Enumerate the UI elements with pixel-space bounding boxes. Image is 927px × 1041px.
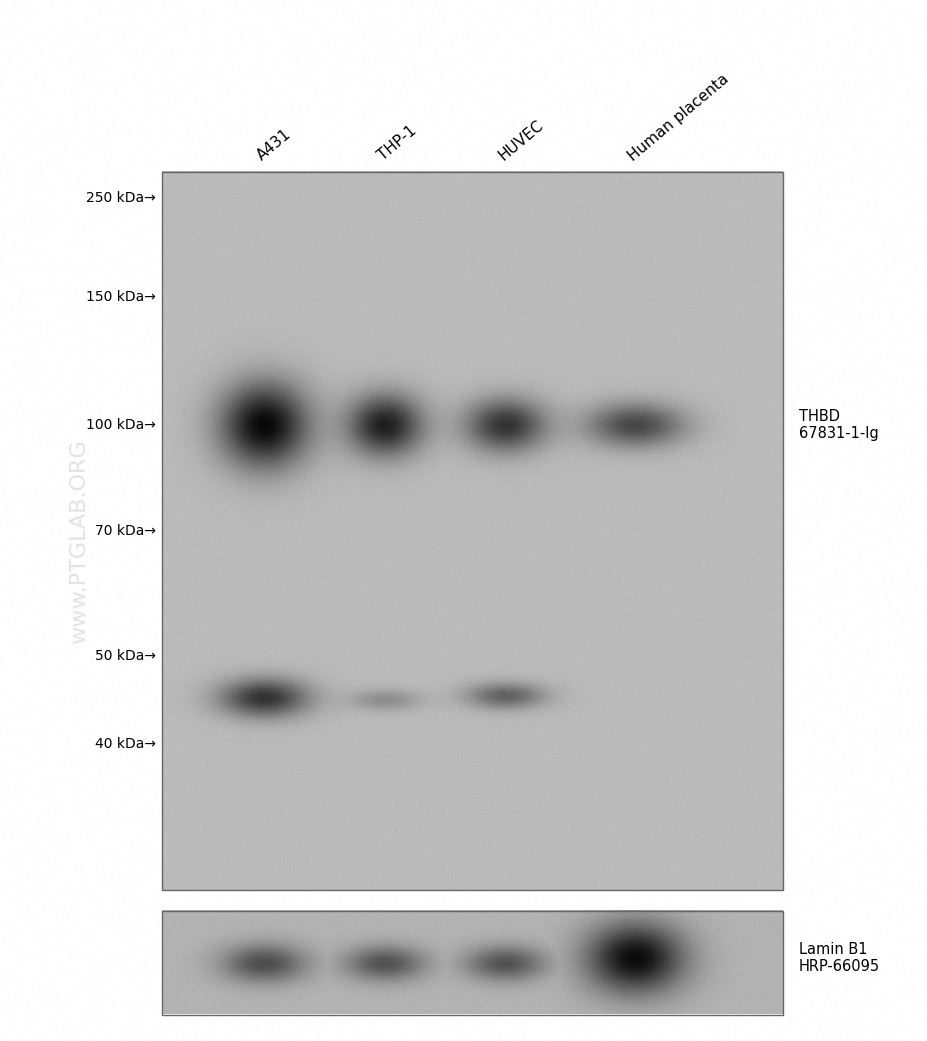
- Text: 70 kDa→: 70 kDa→: [95, 524, 157, 538]
- Text: 150 kDa→: 150 kDa→: [86, 289, 157, 304]
- Text: 50 kDa→: 50 kDa→: [95, 649, 157, 663]
- Text: HUVEC: HUVEC: [496, 118, 546, 163]
- Text: Lamin B1
HRP-66095: Lamin B1 HRP-66095: [799, 941, 881, 974]
- Text: A431: A431: [255, 127, 295, 163]
- Text: THP-1: THP-1: [375, 124, 419, 163]
- Text: 100 kDa→: 100 kDa→: [86, 417, 157, 432]
- Bar: [162, 172, 783, 890]
- Text: 40 kDa→: 40 kDa→: [95, 737, 157, 752]
- Text: 250 kDa→: 250 kDa→: [86, 191, 157, 205]
- Text: Human placenta: Human placenta: [626, 71, 731, 163]
- Bar: [162, 911, 783, 1015]
- Text: THBD
67831-1-Ig: THBD 67831-1-Ig: [799, 408, 879, 441]
- Text: www.PTGLAB.ORG: www.PTGLAB.ORG: [69, 439, 89, 643]
